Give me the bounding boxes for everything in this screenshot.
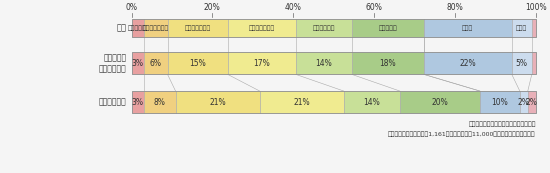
Bar [344,91,400,113]
Text: 化学製品製造業: 化学製品製造業 [142,25,169,31]
Bar [351,19,424,37]
Bar [400,91,480,113]
Text: 機械器具製造業: 機械器具製造業 [184,25,211,31]
Bar [131,19,144,37]
Bar [168,52,228,74]
Text: 20%: 20% [431,98,448,107]
Bar [131,91,536,113]
Text: 5%: 5% [516,59,528,68]
Text: 80%: 80% [447,3,463,12]
Bar [131,91,144,113]
Text: 14%: 14% [364,98,380,107]
Text: 18%: 18% [379,59,396,68]
Bar [295,19,351,37]
Bar [175,91,260,113]
Text: 2%: 2% [526,98,538,107]
Text: 60%: 60% [366,3,382,12]
Text: 14%: 14% [315,59,332,68]
Bar [131,52,536,74]
Text: 倉庫業: 倉庫業 [462,25,474,31]
Bar [144,91,175,113]
Text: 8%: 8% [153,98,166,107]
Text: 10%: 10% [491,98,508,107]
Text: 凡例: 凡例 [117,23,127,32]
Bar [168,19,228,37]
Bar [480,91,520,113]
Text: 20%: 20% [204,3,221,12]
Text: 17%: 17% [253,59,270,68]
Text: 15%: 15% [189,59,206,68]
Text: 21%: 21% [293,98,310,107]
Bar [532,19,536,37]
Text: 小売業: 小売業 [516,25,527,31]
Bar [528,91,536,113]
Text: 金属製造業: 金属製造業 [128,25,147,31]
Text: （新設・移転意向ありの1,161事業所および約11,000事業所のサンプル集計）: （新設・移転意向ありの1,161事業所および約11,000事業所のサンプル集計） [388,131,536,137]
Text: 2%: 2% [518,98,530,107]
Text: 100%: 100% [525,3,547,12]
Bar [295,52,351,74]
Text: 0%: 0% [125,3,138,12]
Bar [228,52,295,74]
Bar [424,52,512,74]
Text: 製品卸売業: 製品卸売業 [378,25,397,31]
Bar [512,52,532,74]
Text: 40%: 40% [285,3,301,12]
Text: 22%: 22% [459,59,476,68]
Bar [532,52,536,74]
Bar [131,52,144,74]
Bar [512,19,532,37]
Text: 原材料卸売業: 原材料卸売業 [312,25,335,31]
Bar [144,19,168,37]
Bar [144,52,168,74]
Text: 資料：物流基礎調査（意向アンケート）: 資料：物流基礎調査（意向アンケート） [468,122,536,127]
Bar [520,91,528,113]
Bar [260,91,344,113]
Text: 新設・移転
向あり事業所: 新設・移転 向あり事業所 [99,53,127,73]
Text: 3%: 3% [131,59,144,68]
Text: 軽工業品製造業: 軽工業品製造業 [249,25,274,31]
Text: 全調査事業所: 全調査事業所 [99,98,127,107]
Text: 6%: 6% [150,59,162,68]
Bar [351,52,424,74]
Bar [424,19,512,37]
Bar [131,19,536,37]
Bar [228,19,295,37]
Text: 21%: 21% [209,98,226,107]
Text: 3%: 3% [131,98,144,107]
